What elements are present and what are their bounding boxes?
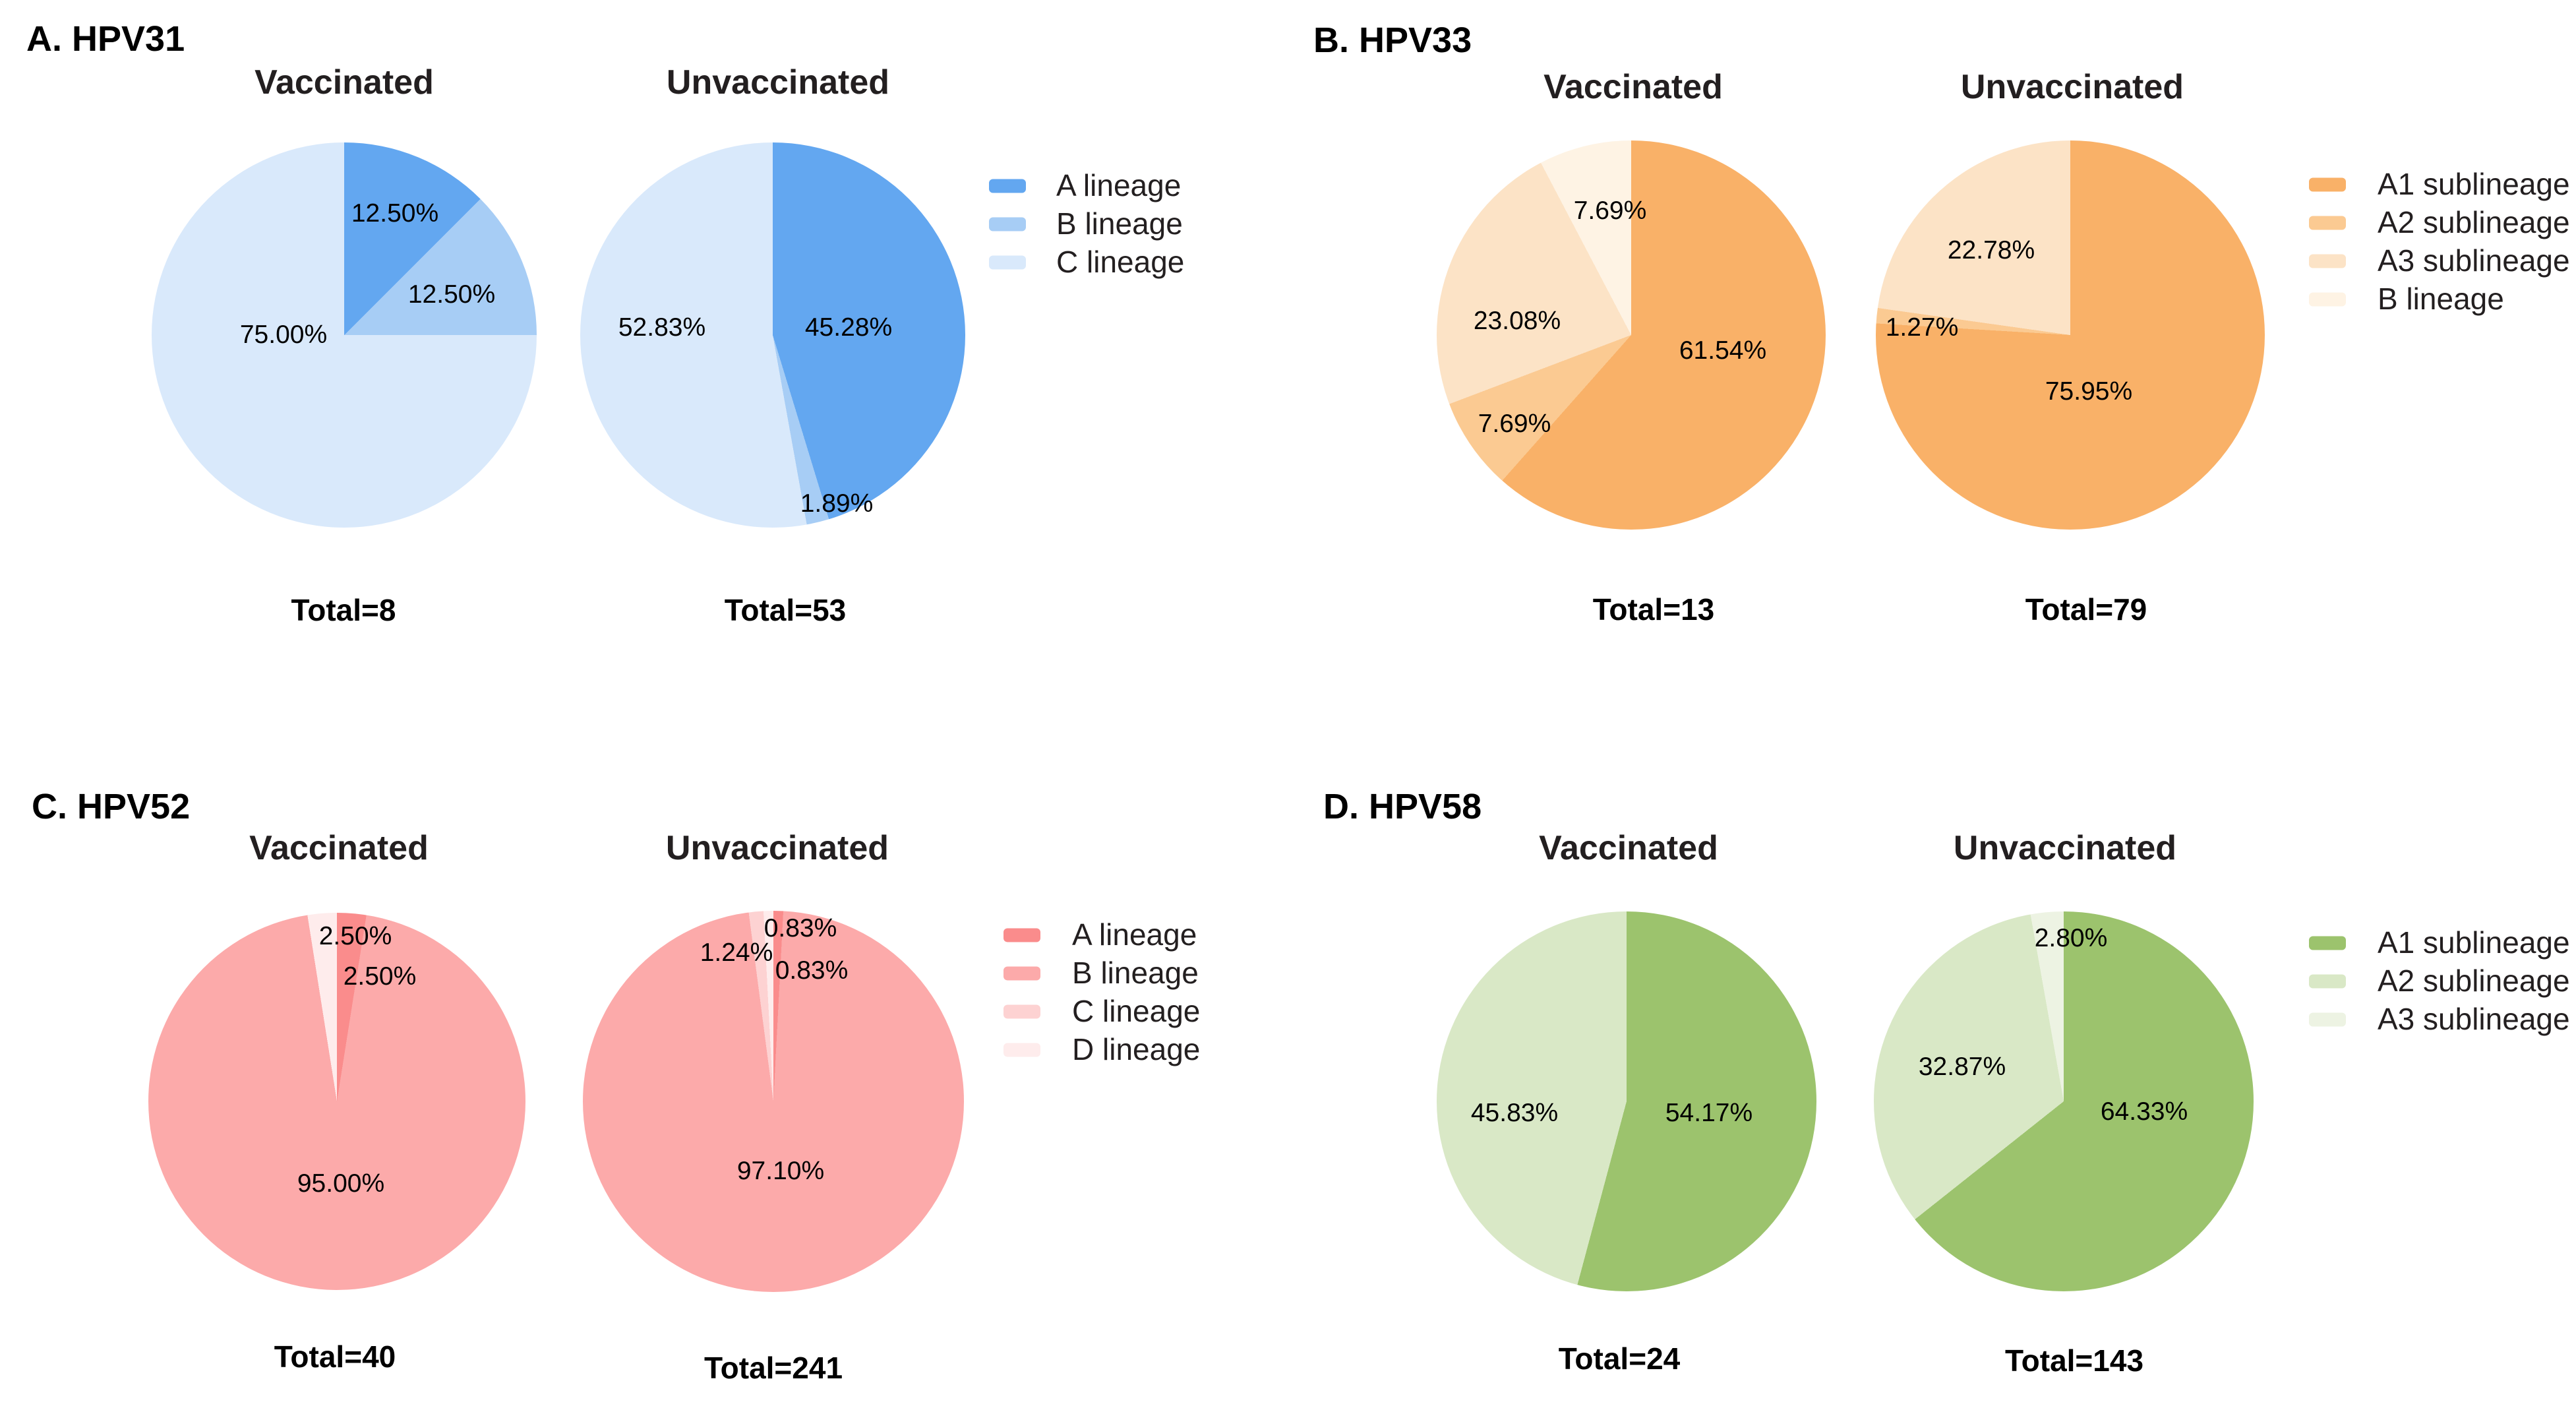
legend-swatch-d-hpv58-a2-sublineage — [2309, 974, 2346, 989]
slice-label-b-hpv33-vaccinated-1: 7.69% — [1478, 410, 1551, 438]
slice-label-b-hpv33-vaccinated-2: 23.08% — [1473, 307, 1561, 335]
pie-b-hpv33-unvaccinated — [1876, 140, 2265, 530]
group-title-a-hpv31-vaccinated: Vaccinated — [255, 63, 434, 102]
pie-d-hpv58-unvaccinated — [1874, 911, 2254, 1291]
legend-label-b-hpv33-b-lineage: B lineage — [2378, 281, 2504, 316]
slice-label-a-hpv31-vaccinated-2: 75.00% — [239, 321, 328, 349]
pie-c-hpv52-unvaccinated — [583, 911, 964, 1292]
panel-title-b-hpv33: B. HPV33 — [1313, 20, 1472, 60]
pie-c-hpv52-vaccinated — [148, 913, 525, 1290]
group-title-d-hpv58-vaccinated: Vaccinated — [1539, 829, 1718, 867]
slice-label-d-hpv58-vaccinated-1: 45.83% — [1470, 1099, 1559, 1127]
group-title-c-hpv52-unvaccinated: Unvaccinated — [665, 829, 889, 867]
panel-title-c-hpv52: C. HPV52 — [32, 787, 191, 826]
total-d-hpv58-unvaccinated: Total=143 — [2004, 1343, 2144, 1378]
legend-label-c-hpv52-d-lineage: D lineage — [1072, 1031, 1201, 1066]
total-d-hpv58-vaccinated: Total=24 — [1558, 1341, 1681, 1376]
slice-label-d-hpv58-unvaccinated-0: 64.33% — [2100, 1097, 2188, 1126]
legend-swatch-b-hpv33-a2-sublineage — [2309, 216, 2346, 230]
legend-label-c-hpv52-b-lineage: B lineage — [1072, 955, 1199, 990]
group-title-c-hpv52-vaccinated: Vaccinated — [249, 829, 429, 867]
total-a-hpv31-vaccinated: Total=8 — [291, 593, 396, 627]
total-a-hpv31-unvaccinated: Total=53 — [724, 593, 847, 627]
slice-label-c-hpv52-vaccinated-1: 2.50% — [343, 962, 417, 991]
slice-label-c-hpv52-unvaccinated-0: 0.83% — [764, 914, 837, 942]
pie-a-hpv31-unvaccinated — [580, 142, 965, 528]
legend-label-d-hpv58-a3-sublineage: A3 sublineage — [2378, 1001, 2570, 1036]
legend-swatch-a-hpv31-c-lineage — [989, 255, 1026, 270]
slice-label-d-hpv58-unvaccinated-1: 32.87% — [1918, 1053, 2006, 1081]
legend-label-d-hpv58-a1-sublineage: A1 sublineage — [2378, 925, 2570, 960]
slice-label-d-hpv58-vaccinated-0: 54.17% — [1665, 1099, 1753, 1127]
slice-label-b-hpv33-vaccinated-0: 61.54% — [1679, 336, 1767, 365]
legend-swatch-d-hpv58-a1-sublineage — [2309, 936, 2346, 950]
legend-label-a-hpv31-c-lineage: C lineage — [1056, 244, 1185, 279]
group-title-b-hpv33-vaccinated: Vaccinated — [1543, 68, 1723, 106]
slice-label-b-hpv33-unvaccinated-1: 1.27% — [1885, 313, 1959, 342]
legend-label-b-hpv33-a1-sublineage: A1 sublineage — [2378, 166, 2570, 201]
pie-a-hpv31-vaccinated — [152, 142, 537, 528]
legend-label-c-hpv52-c-lineage: C lineage — [1072, 993, 1201, 1028]
slice-label-c-hpv52-unvaccinated-2: 0.83% — [775, 956, 849, 985]
legend-swatch-c-hpv52-d-lineage — [1003, 1043, 1040, 1057]
pie-b-hpv33-vaccinated — [1437, 140, 1826, 530]
legend-label-a-hpv31-b-lineage: B lineage — [1056, 206, 1183, 241]
slice-label-a-hpv31-vaccinated-0: 12.50% — [351, 199, 439, 228]
legend-label-d-hpv58-a2-sublineage: A2 sublineage — [2378, 963, 2570, 998]
legend-swatch-d-hpv58-a3-sublineage — [2309, 1012, 2346, 1027]
legend-swatch-c-hpv52-b-lineage — [1003, 966, 1040, 981]
legend-label-c-hpv52-a-lineage: A lineage — [1072, 917, 1197, 952]
legend-swatch-a-hpv31-b-lineage — [989, 217, 1026, 231]
total-c-hpv52-vaccinated: Total=40 — [274, 1339, 396, 1374]
slice-label-c-hpv52-unvaccinated-3: 97.10% — [736, 1157, 825, 1185]
legend-swatch-b-hpv33-b-lineage — [2309, 292, 2346, 307]
slice-label-c-hpv52-vaccinated-2: 95.00% — [297, 1169, 385, 1198]
total-b-hpv33-unvaccinated: Total=79 — [2025, 592, 2147, 627]
slice-label-a-hpv31-unvaccinated-2: 52.83% — [618, 313, 706, 342]
total-b-hpv33-vaccinated: Total=13 — [1592, 592, 1715, 627]
legend-label-a-hpv31-a-lineage: A lineage — [1056, 168, 1182, 202]
legend-label-b-hpv33-a2-sublineage: A2 sublineage — [2378, 204, 2570, 239]
group-title-a-hpv31-unvaccinated: Unvaccinated — [666, 63, 890, 102]
slice-label-a-hpv31-unvaccinated-1: 1.89% — [800, 489, 874, 518]
legend-swatch-c-hpv52-a-lineage — [1003, 928, 1040, 942]
panel-title-a-hpv31: A. HPV31 — [26, 19, 185, 59]
legend-swatch-a-hpv31-a-lineage — [989, 179, 1026, 193]
slice-label-b-hpv33-unvaccinated-2: 22.78% — [1947, 236, 2035, 264]
panel-title-d-hpv58: D. HPV58 — [1323, 787, 1482, 826]
slice-label-d-hpv58-unvaccinated-2: 2.80% — [2034, 924, 2108, 952]
slice-label-b-hpv33-unvaccinated-0: 75.95% — [2045, 377, 2133, 406]
group-title-d-hpv58-unvaccinated: Unvaccinated — [1953, 829, 2177, 867]
slice-label-a-hpv31-vaccinated-1: 12.50% — [407, 280, 496, 309]
legend-swatch-b-hpv33-a1-sublineage — [2309, 177, 2346, 192]
total-c-hpv52-unvaccinated: Total=241 — [704, 1351, 843, 1385]
slice-label-a-hpv31-unvaccinated-0: 45.28% — [804, 313, 893, 342]
legend-swatch-c-hpv52-c-lineage — [1003, 1004, 1040, 1019]
slice-label-c-hpv52-unvaccinated-1: 1.24% — [700, 938, 773, 967]
group-title-b-hpv33-unvaccinated: Unvaccinated — [1960, 68, 2184, 106]
legend-label-b-hpv33-a3-sublineage: A3 sublineage — [2378, 243, 2570, 278]
pie-d-hpv58-vaccinated — [1437, 911, 1816, 1291]
slice-label-c-hpv52-vaccinated-0: 2.50% — [318, 922, 392, 950]
legend-swatch-b-hpv33-a3-sublineage — [2309, 254, 2346, 268]
slice-label-b-hpv33-vaccinated-3: 7.69% — [1573, 197, 1647, 225]
